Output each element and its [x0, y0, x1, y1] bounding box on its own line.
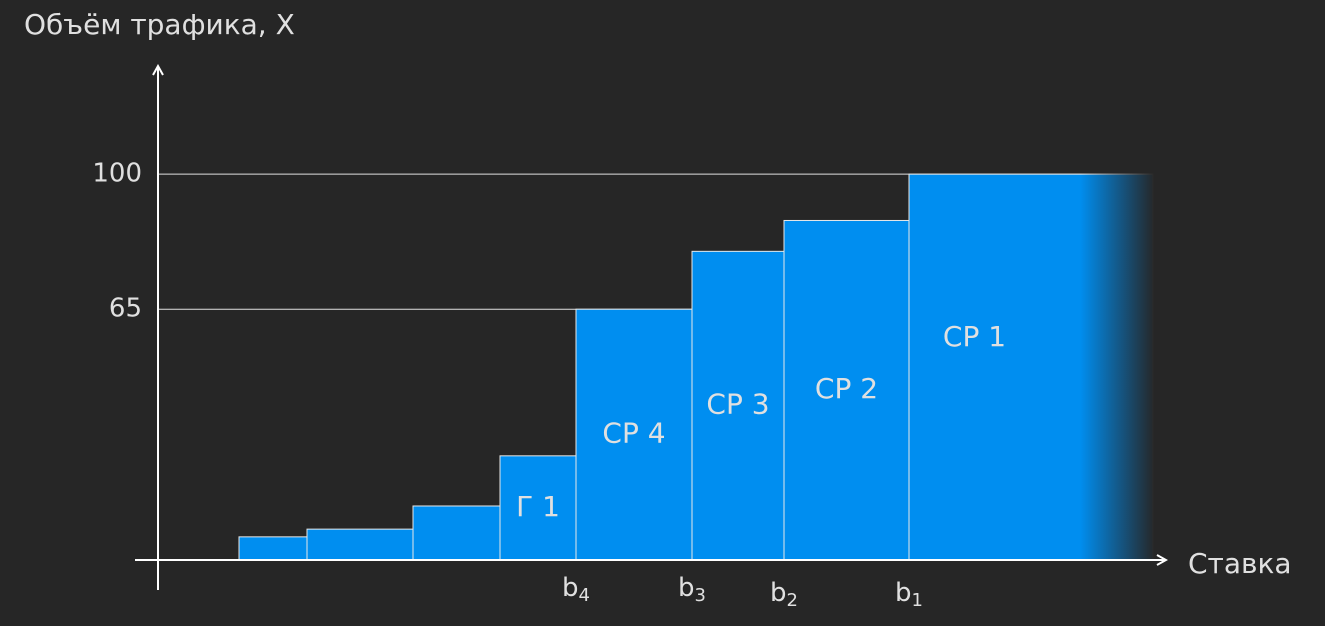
bar — [306, 528, 414, 561]
edge-label-letter: b — [895, 578, 912, 608]
edge-label: b1 — [895, 578, 923, 612]
y-tick-label: 65 — [109, 294, 142, 324]
edge-label-index: 2 — [787, 590, 798, 611]
edge-label: b4 — [562, 573, 590, 607]
edge-label-letter: b — [678, 573, 695, 603]
bar — [783, 219, 910, 561]
bar — [499, 455, 577, 561]
edge-label: b2 — [770, 578, 798, 612]
chart-title: Объём трафика, X — [24, 8, 295, 41]
edge-label-index: 1 — [912, 590, 923, 611]
edge-label: b3 — [678, 573, 706, 607]
edge-label-index: 3 — [695, 585, 706, 606]
bar-label: СР 4 — [602, 417, 665, 450]
bar — [412, 505, 501, 561]
x-axis-label: Ставка — [1188, 547, 1292, 580]
bar-label: Г 1 — [516, 490, 560, 523]
edge-label-index: 4 — [579, 585, 590, 606]
bar — [691, 250, 785, 561]
edge-label-letter: b — [562, 573, 579, 603]
bar-label: СР 1 — [943, 320, 1006, 353]
bar — [238, 536, 308, 561]
bar-fade — [1080, 173, 1155, 561]
y-tick-label: 100 — [92, 159, 142, 189]
bar-label: СР 3 — [706, 388, 769, 421]
edge-label-letter: b — [770, 578, 787, 608]
bar — [575, 308, 693, 561]
bar-label: СР 2 — [815, 372, 878, 405]
